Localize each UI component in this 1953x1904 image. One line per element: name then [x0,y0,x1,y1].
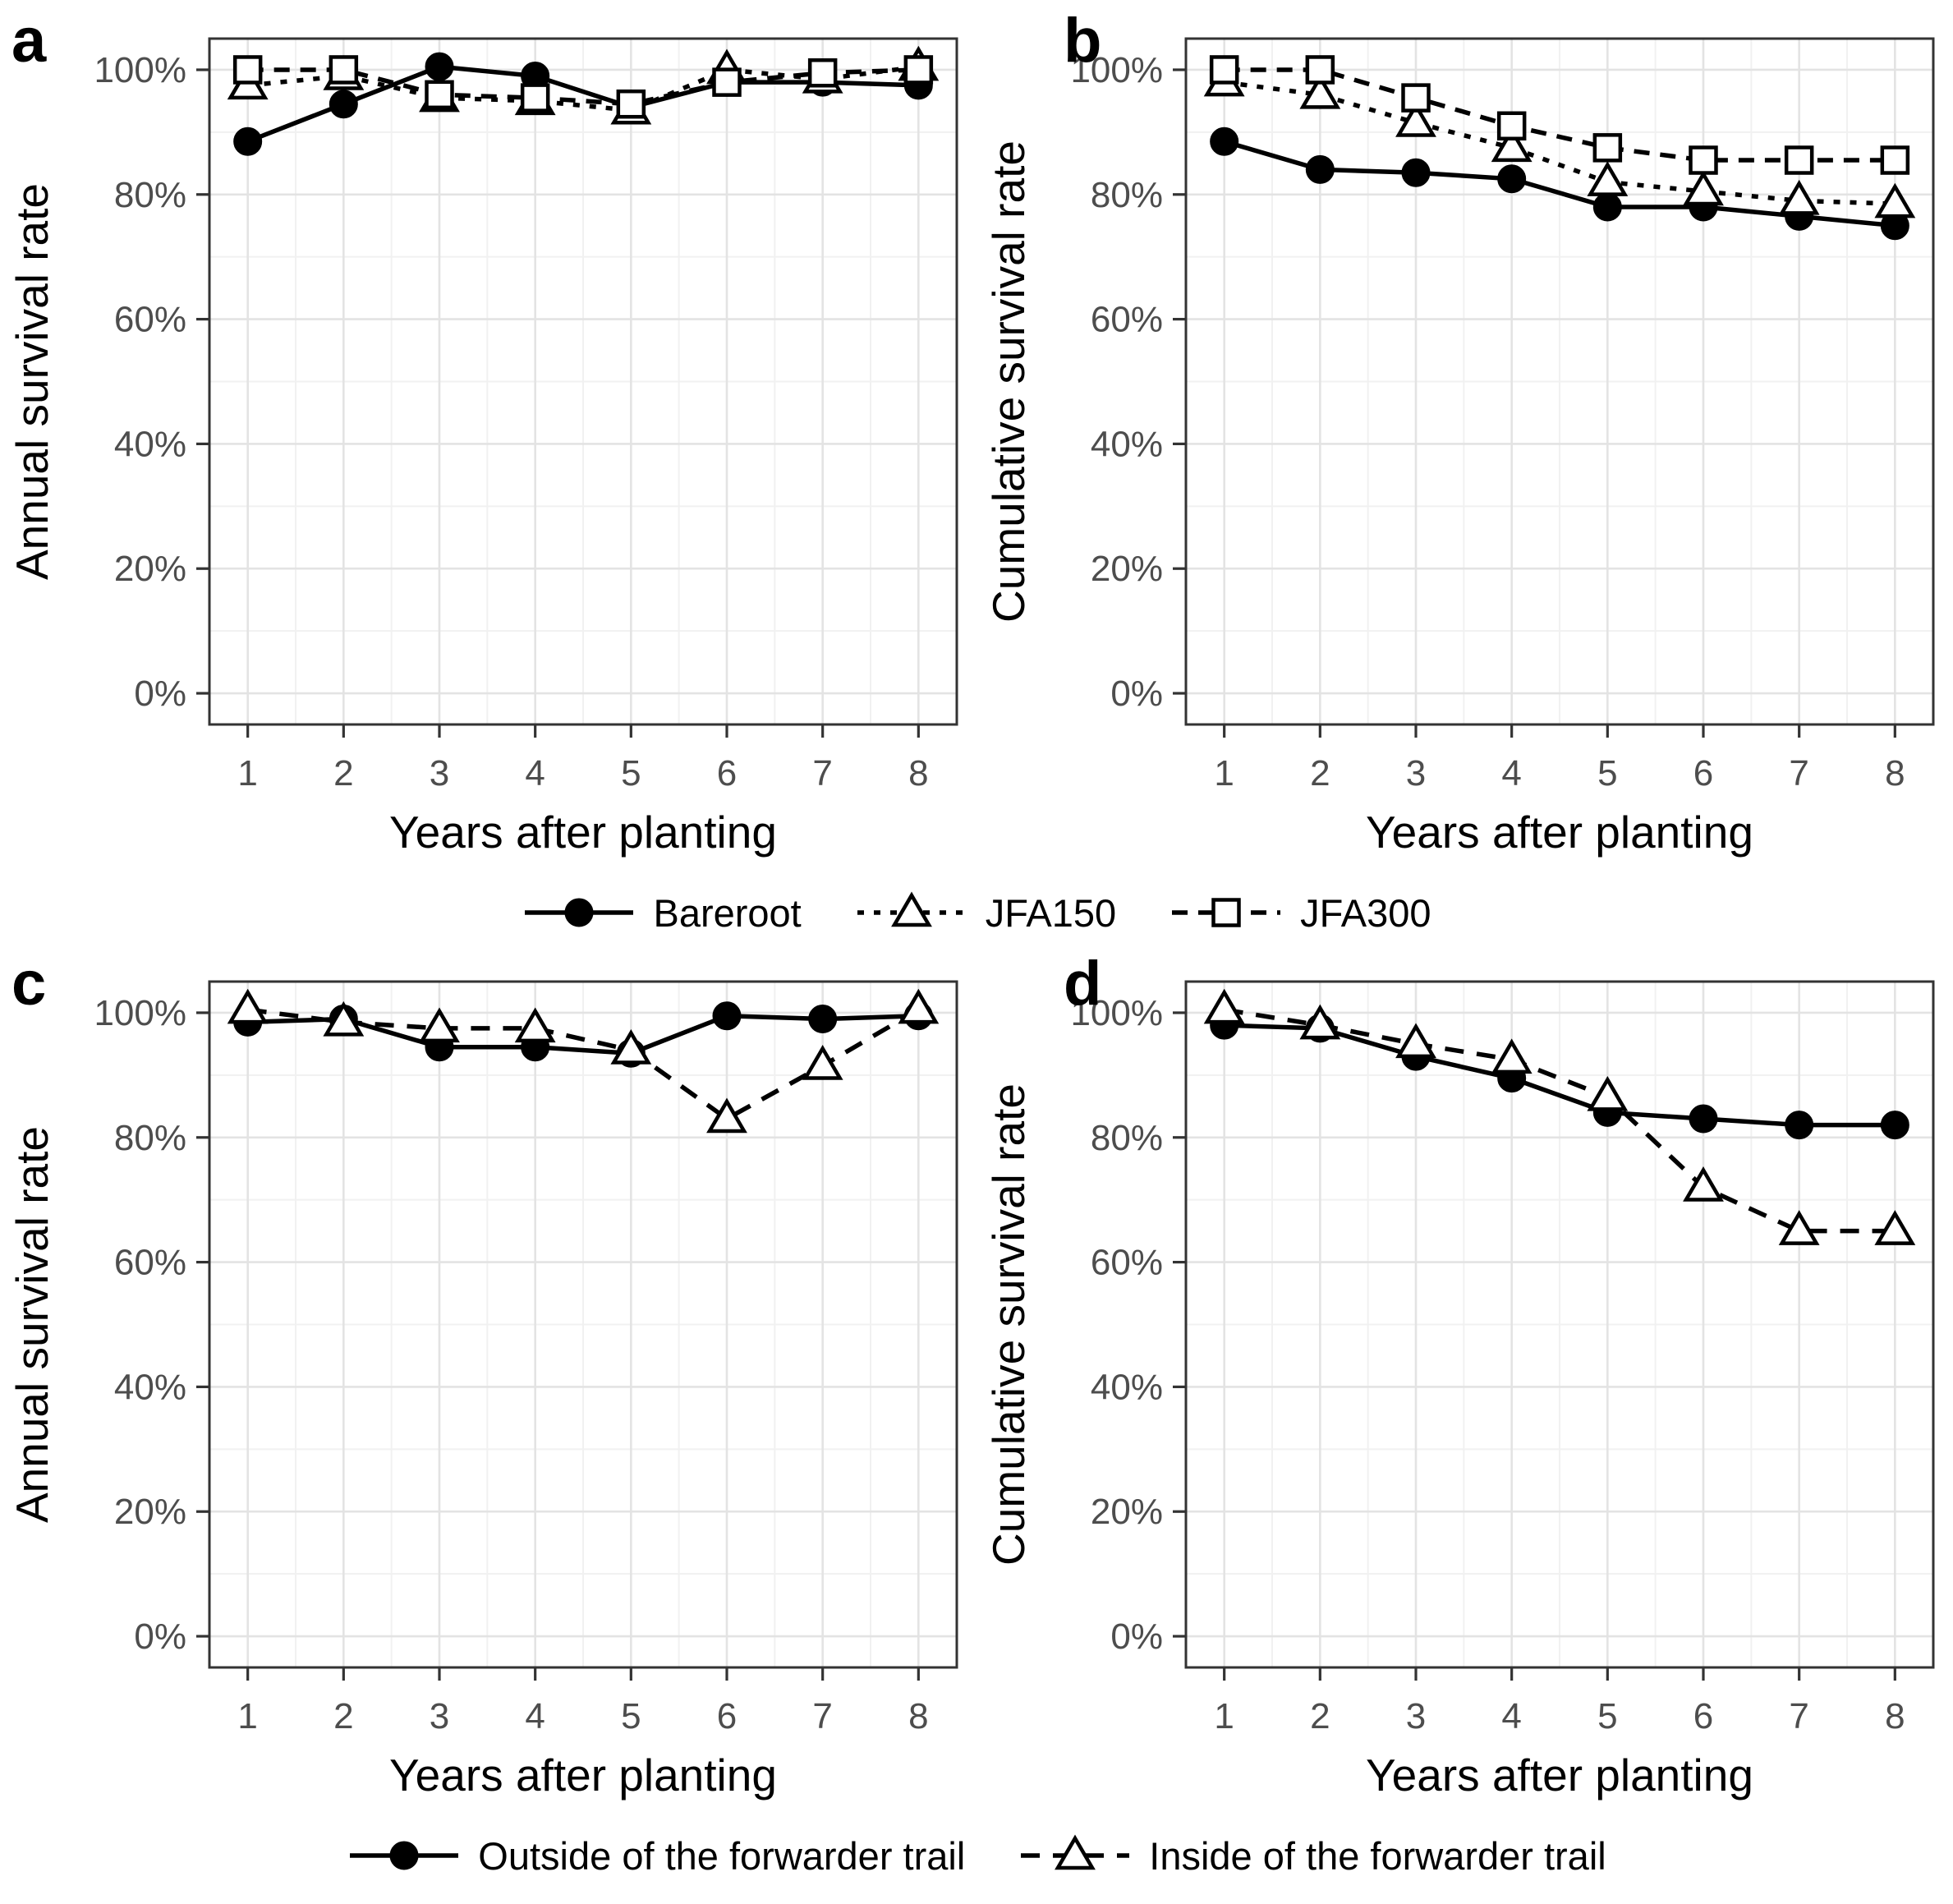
svg-text:80%: 80% [1091,175,1163,215]
svg-text:60%: 60% [114,300,186,340]
svg-text:8: 8 [908,1696,928,1736]
svg-text:80%: 80% [114,175,186,215]
chart-annual-survival-trail: 0% 20% 40% 60% 80% 100% 1 2 3 4 5 6 7 8 Years after pl… [0,961,976,1807]
svg-text:0%: 0% [1110,1617,1163,1657]
legend-item-jfa150: JFA150 [854,886,1116,939]
svg-text:3: 3 [430,753,449,793]
svg-text:0%: 0% [134,1617,186,1657]
svg-text:2: 2 [1310,753,1330,793]
jfa150-triangle-icon [854,886,969,939]
svg-text:8: 8 [908,753,928,793]
legend-trail-position: Outside of the forwarder trail Inside of… [0,1807,1953,1904]
svg-text:1: 1 [237,1696,257,1736]
svg-text:3: 3 [430,1696,449,1736]
svg-text:20%: 20% [1091,549,1163,589]
svg-text:2: 2 [333,753,353,793]
chart-annual-survival-species: 0% 20% 40% 60% 80% 100% 1 2 3 4 5 6 7 8 Years after pl… [0,18,976,864]
panel-letter-a: a [11,6,47,76]
legend-label-inside-trail: Inside of the forwarder trail [1149,1833,1606,1878]
svg-text:6: 6 [1693,1696,1713,1736]
panel-letter-b: b [1064,6,1102,76]
panel-letter-d: d [1064,949,1102,1019]
svg-text:1: 1 [1214,1696,1234,1736]
svg-text:100%: 100% [1070,993,1163,1033]
svg-text:4: 4 [525,753,545,793]
svg-text:20%: 20% [1091,1492,1163,1532]
svg-text:8: 8 [1885,1696,1905,1736]
panel-d: d 0% 20% 40% 60% 80% 100% 1 2 3 4 5 6 7 8 Years after … [976,953,1953,1807]
svg-text:0%: 0% [1110,674,1163,714]
svg-text:100%: 100% [94,50,186,90]
svg-text:Annual survival rate: Annual survival rate [7,183,57,580]
legend-label-jfa300: JFA300 [1300,890,1431,935]
svg-text:6: 6 [717,753,737,793]
svg-text:Annual survival rate: Annual survival rate [7,1126,57,1523]
svg-text:3: 3 [1406,753,1426,793]
svg-text:100%: 100% [1070,50,1163,90]
svg-text:8: 8 [1885,753,1905,793]
svg-text:Years after planting: Years after planting [1366,807,1753,858]
svg-text:1: 1 [1214,753,1234,793]
svg-text:80%: 80% [114,1118,186,1158]
svg-text:Cumulative survival rate: Cumulative survival rate [983,140,1034,623]
svg-text:5: 5 [621,1696,641,1736]
svg-text:60%: 60% [1091,1243,1163,1283]
legend-item-outside-trail: Outside of the forwarder trail [347,1829,965,1882]
svg-text:5: 5 [1597,1696,1617,1736]
outside-trail-circle-icon [347,1829,462,1882]
svg-text:5: 5 [1597,753,1617,793]
svg-text:4: 4 [1501,753,1521,793]
svg-text:40%: 40% [1091,424,1163,464]
legend-item-bareroot: Bareroot [522,886,802,939]
svg-text:7: 7 [1789,1696,1808,1736]
legend-label-bareroot: Bareroot [653,890,802,935]
svg-text:7: 7 [812,753,832,793]
top-panel-row: a 0% 20% 40% 60% 80% 100% 1 2 3 4 5 6 7 8 Years after … [0,10,1953,864]
panel-a: a 0% 20% 40% 60% 80% 100% 1 2 3 4 5 6 7 8 Years after … [0,10,976,864]
inside-trail-triangle-icon [1018,1829,1133,1882]
svg-text:6: 6 [1693,753,1713,793]
svg-text:Years after planting: Years after planting [1366,1750,1753,1801]
svg-text:3: 3 [1406,1696,1426,1736]
panel-c: c 0% 20% 40% 60% 80% 100% 1 2 3 4 5 6 7 8 Years after … [0,953,976,1807]
chart-cumulative-survival-trail: 0% 20% 40% 60% 80% 100% 1 2 3 4 5 6 7 8 Years after pl… [976,961,1953,1807]
svg-text:2: 2 [1310,1696,1330,1736]
svg-text:4: 4 [1501,1696,1521,1736]
legend-item-inside-trail: Inside of the forwarder trail [1018,1829,1606,1882]
svg-text:20%: 20% [114,549,186,589]
svg-text:Years after planting: Years after planting [389,1750,777,1801]
bareroot-circle-icon [522,886,636,939]
svg-text:1: 1 [237,753,257,793]
legend-label-outside-trail: Outside of the forwarder trail [478,1833,966,1878]
svg-text:2: 2 [333,1696,353,1736]
legend-stock-types: Bareroot JFA150 JFA300 [0,864,1953,961]
svg-text:Years after planting: Years after planting [389,807,777,858]
legend-label-jfa150: JFA150 [985,890,1117,935]
panel-b: b 0% 20% 40% 60% 80% 100% 1 2 3 4 5 6 7 8 Years after … [976,10,1953,864]
svg-text:20%: 20% [114,1492,186,1532]
svg-text:6: 6 [717,1696,737,1736]
svg-text:7: 7 [812,1696,832,1736]
svg-text:5: 5 [621,753,641,793]
legend-item-jfa300: JFA300 [1169,886,1431,939]
svg-text:0%: 0% [134,674,186,714]
svg-text:80%: 80% [1091,1118,1163,1158]
jfa300-square-icon [1169,886,1284,939]
svg-text:60%: 60% [114,1243,186,1283]
svg-text:7: 7 [1789,753,1808,793]
svg-text:40%: 40% [1091,1367,1163,1407]
bottom-panel-row: c 0% 20% 40% 60% 80% 100% 1 2 3 4 5 6 7 8 Years after … [0,953,1953,1807]
svg-text:40%: 40% [114,424,186,464]
svg-text:40%: 40% [114,1367,186,1407]
svg-text:100%: 100% [94,993,186,1033]
chart-cumulative-survival-species: 0% 20% 40% 60% 80% 100% 1 2 3 4 5 6 7 8 Years after pl… [976,18,1953,864]
svg-text:60%: 60% [1091,300,1163,340]
svg-text:4: 4 [525,1696,545,1736]
panel-letter-c: c [11,949,47,1019]
svg-text:Cumulative survival rate: Cumulative survival rate [983,1083,1034,1566]
